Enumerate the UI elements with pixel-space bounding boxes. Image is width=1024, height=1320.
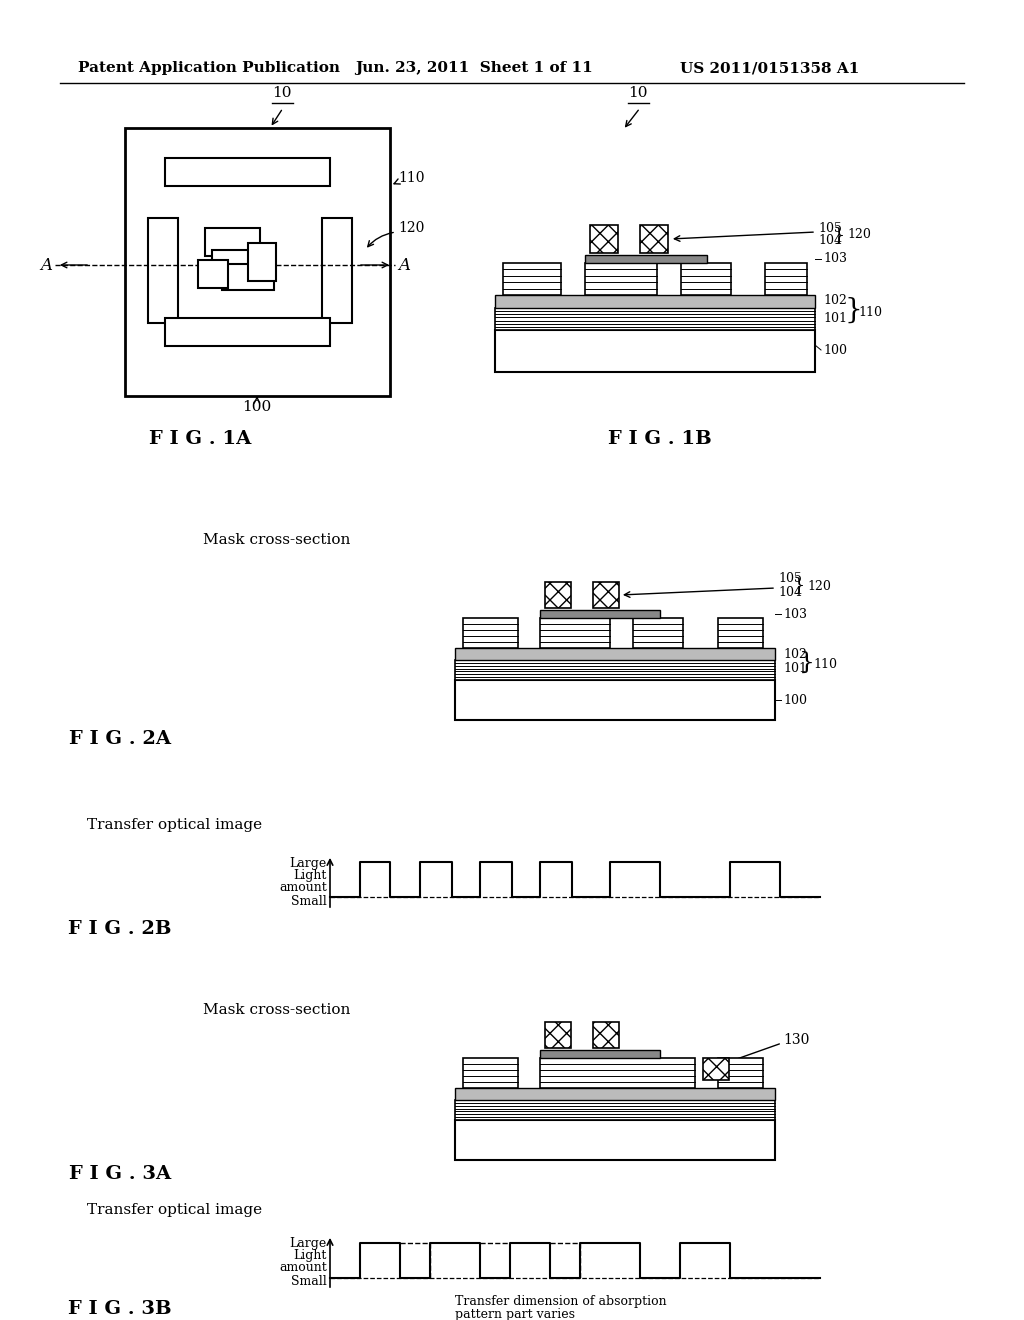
Bar: [212, 249, 260, 272]
Bar: [593, 582, 618, 609]
Text: Mask cross-section: Mask cross-section: [203, 533, 350, 546]
Text: F I G . 2B: F I G . 2B: [69, 920, 172, 939]
Bar: [455, 1088, 775, 1100]
Bar: [540, 610, 660, 618]
Bar: [545, 582, 571, 609]
Bar: [322, 218, 352, 323]
Text: US 2011/0151358 A1: US 2011/0151358 A1: [680, 61, 859, 75]
Bar: [222, 264, 274, 290]
Bar: [455, 680, 775, 719]
Text: }: }: [799, 651, 815, 673]
Text: 120: 120: [847, 228, 870, 242]
Bar: [681, 263, 731, 294]
Text: 110: 110: [398, 172, 425, 185]
Bar: [455, 648, 775, 660]
Text: 130: 130: [783, 1034, 809, 1047]
Text: Light: Light: [294, 869, 327, 882]
Text: 100: 100: [243, 400, 271, 414]
Bar: [633, 618, 683, 648]
Bar: [593, 1022, 618, 1048]
Bar: [718, 1059, 763, 1088]
Bar: [703, 1059, 729, 1080]
Text: 105: 105: [778, 573, 802, 586]
Text: 102: 102: [823, 294, 847, 308]
Bar: [540, 1059, 695, 1088]
Bar: [125, 128, 390, 396]
Bar: [165, 318, 330, 346]
Bar: [585, 255, 707, 263]
Bar: [540, 618, 610, 648]
Text: Transfer optical image: Transfer optical image: [87, 818, 262, 832]
Text: Large: Large: [290, 857, 327, 870]
Bar: [495, 294, 815, 308]
Text: 104: 104: [778, 586, 802, 598]
Bar: [540, 1049, 660, 1059]
Bar: [455, 660, 775, 680]
Text: 120: 120: [807, 579, 830, 593]
Text: Patent Application Publication: Patent Application Publication: [78, 61, 340, 75]
Text: 103: 103: [783, 607, 807, 620]
Bar: [455, 1119, 775, 1160]
Text: Transfer dimension of absorption: Transfer dimension of absorption: [455, 1295, 667, 1308]
Text: Small: Small: [291, 895, 327, 908]
Text: Mask cross-section: Mask cross-section: [203, 1003, 350, 1016]
Bar: [545, 1022, 571, 1048]
Text: 104: 104: [818, 234, 842, 247]
Bar: [585, 263, 657, 294]
Text: amount: amount: [280, 880, 327, 894]
Text: Light: Light: [294, 1249, 327, 1262]
Text: 101: 101: [823, 313, 847, 326]
Bar: [495, 308, 815, 330]
Text: pattern part varies: pattern part varies: [455, 1308, 575, 1320]
Text: F I G . 1A: F I G . 1A: [148, 430, 251, 447]
Text: Jun. 23, 2011  Sheet 1 of 11: Jun. 23, 2011 Sheet 1 of 11: [355, 61, 593, 75]
Text: A: A: [40, 256, 52, 273]
Text: 102: 102: [783, 648, 807, 660]
Text: A: A: [398, 256, 410, 273]
Text: Transfer optical image: Transfer optical image: [87, 1203, 262, 1217]
Text: 105: 105: [818, 222, 842, 235]
Bar: [455, 1100, 775, 1119]
Bar: [165, 158, 330, 186]
Bar: [640, 224, 668, 253]
Bar: [198, 260, 228, 288]
Bar: [590, 224, 618, 253]
Text: F I G . 1B: F I G . 1B: [608, 430, 712, 447]
Bar: [248, 243, 276, 281]
Text: F I G . 2A: F I G . 2A: [69, 730, 171, 748]
Text: 103: 103: [823, 252, 847, 265]
Text: 100: 100: [783, 693, 807, 706]
Text: }: }: [833, 226, 846, 244]
Text: }: }: [845, 297, 863, 323]
Bar: [765, 263, 807, 294]
Bar: [495, 330, 815, 372]
Text: 100: 100: [823, 343, 847, 356]
Text: }: }: [793, 576, 805, 594]
Bar: [148, 218, 178, 323]
Bar: [463, 618, 518, 648]
Text: 110: 110: [858, 305, 882, 318]
Text: Large: Large: [290, 1237, 327, 1250]
Text: 10: 10: [629, 86, 648, 100]
Text: 110: 110: [813, 657, 837, 671]
Bar: [463, 1059, 518, 1088]
Text: 101: 101: [783, 661, 807, 675]
Bar: [503, 263, 561, 294]
Text: amount: amount: [280, 1261, 327, 1274]
Bar: [205, 228, 260, 256]
Text: Small: Small: [291, 1275, 327, 1288]
Text: F I G . 3A: F I G . 3A: [69, 1166, 171, 1183]
Text: 120: 120: [398, 220, 424, 235]
Text: F I G . 3B: F I G . 3B: [69, 1300, 172, 1317]
Text: 10: 10: [272, 86, 292, 100]
Bar: [718, 618, 763, 648]
